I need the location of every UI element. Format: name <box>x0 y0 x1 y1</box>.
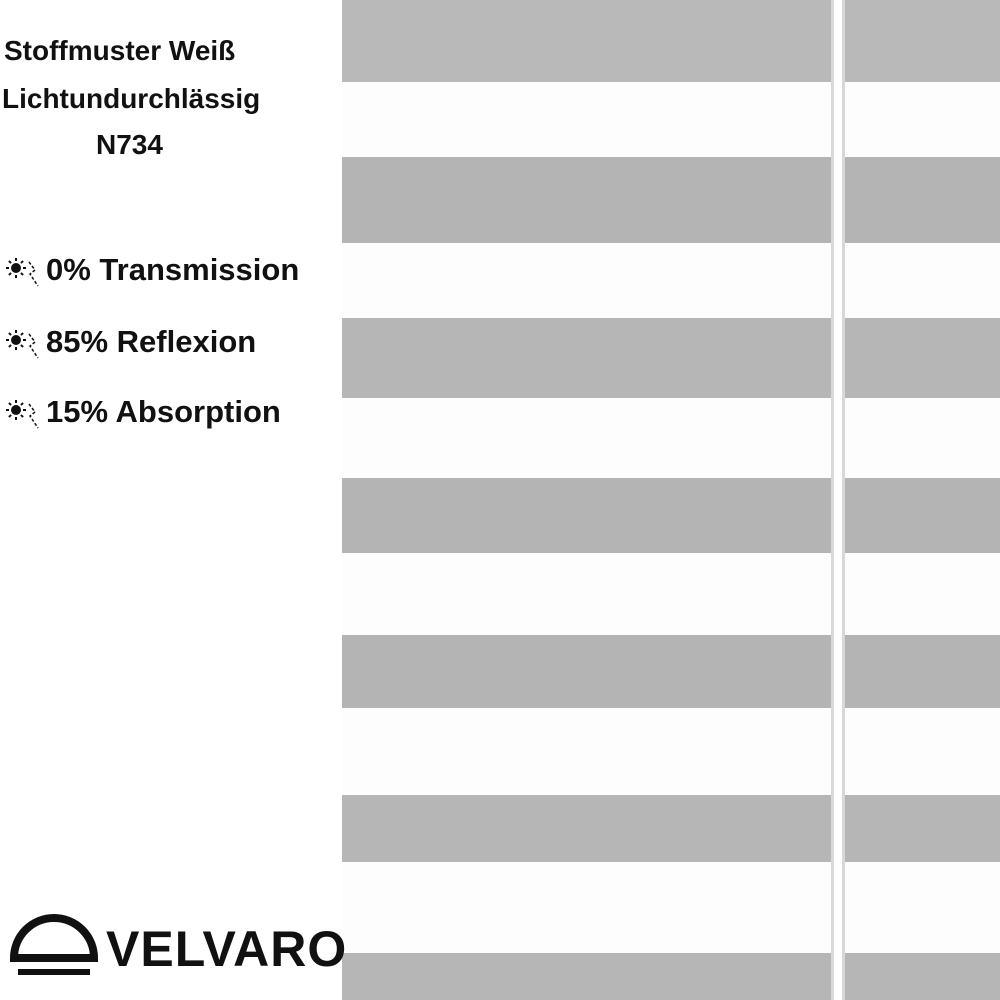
sun-icon <box>6 258 39 287</box>
property: 15% Absorption <box>46 394 281 429</box>
sun-icon <box>6 400 39 429</box>
sun-core <box>11 263 21 273</box>
sun-ray <box>20 402 24 406</box>
property: 85% Reflexion <box>46 324 256 359</box>
sun-ray <box>20 260 24 264</box>
sun-ray <box>8 414 12 418</box>
sun-icon <box>6 330 39 359</box>
sun-ray <box>20 272 24 276</box>
blind-fabric <box>342 0 1000 1000</box>
sun-ray <box>8 402 12 406</box>
light-bolt <box>28 333 39 359</box>
sun-core <box>11 335 21 345</box>
title-line: Lichtundurchlässig <box>2 83 260 114</box>
sun-ray <box>8 344 12 348</box>
brand-logo <box>9 914 99 975</box>
title-line: Stoffmuster Weiß <box>4 35 235 66</box>
sun-core <box>11 405 21 415</box>
light-bolt <box>28 261 39 287</box>
sun-ray <box>8 260 12 264</box>
sun-ray <box>20 332 24 336</box>
light-bolt <box>28 403 39 429</box>
property: 0% Transmission <box>46 252 299 287</box>
title-line: N734 <box>96 129 163 160</box>
sun-ray <box>8 272 12 276</box>
sun-ray <box>8 332 12 336</box>
sun-ray <box>20 344 24 348</box>
sun-ray <box>20 414 24 418</box>
brand-name: VELVARO <box>106 921 347 977</box>
